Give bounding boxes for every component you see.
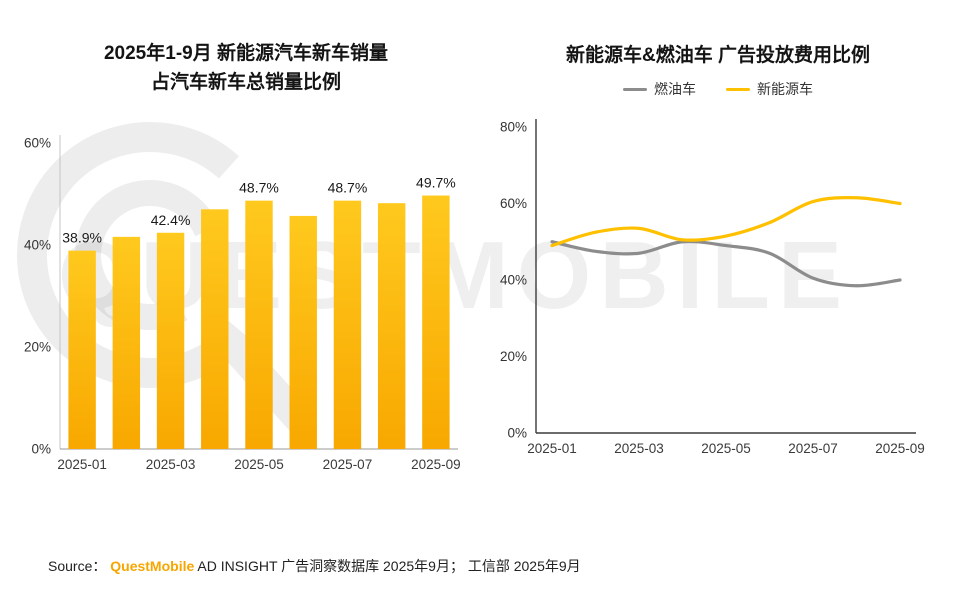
source-prefix: Source： — [48, 558, 111, 574]
nev-legend-label: 新能源车 — [757, 81, 813, 97]
svg-text:2025-09: 2025-09 — [411, 457, 461, 472]
legend-item-fuel-car: 燃油车 — [623, 79, 696, 99]
svg-text:49.7%: 49.7% — [416, 175, 456, 191]
charts-row: 2025年1-9月 新能源汽车新车销量 占汽车新车总销量比例 0% 20% 40% 6… — [10, 40, 954, 483]
svg-text:0%: 0% — [31, 442, 51, 457]
left-chart-title-line2: 占汽车新车总销量比例 — [150, 71, 341, 93]
svg-text:38.9%: 38.9% — [62, 230, 102, 246]
svg-text:2025-01: 2025-01 — [57, 457, 107, 472]
chart-legend: 燃油车 新能源车 — [482, 79, 954, 99]
svg-text:2025-09: 2025-09 — [875, 441, 925, 456]
svg-text:2025-01: 2025-01 — [527, 441, 577, 456]
nev-sales-share-bar-chart: 0% 20% 40% 60% 38.9% 42.4% 48.7% 48.7% 49.7% 2025… — [24, 135, 461, 472]
source-note: Source： QuestMobile AD INSIGHT 广告洞察数据库 2… — [48, 556, 581, 576]
svg-text:42.4%: 42.4% — [151, 212, 191, 228]
left-chart-title: 2025年1-9月 新能源汽车新车销量 占汽车新车总销量比例 — [10, 40, 482, 97]
svg-text:20%: 20% — [24, 340, 51, 355]
svg-text:0%: 0% — [507, 426, 527, 441]
nev-line-swatch — [726, 87, 750, 91]
svg-text:48.7%: 48.7% — [328, 180, 368, 196]
svg-text:20%: 20% — [500, 349, 527, 364]
svg-text:80%: 80% — [500, 120, 527, 135]
svg-text:2025-03: 2025-03 — [146, 457, 196, 472]
svg-text:40%: 40% — [24, 238, 51, 253]
ad-spend-ratio-panel: 新能源车&燃油车 广告投放费用比例 燃油车 新能源车 0% 20% 40% 60% 80… — [482, 40, 954, 483]
svg-text:2025-05: 2025-05 — [234, 457, 284, 472]
nev-sales-share-panel: 2025年1-9月 新能源汽车新车销量 占汽车新车总销量比例 0% 20% 40% 6… — [10, 40, 482, 483]
fuel-car-line-swatch — [623, 87, 647, 91]
source-brand: QuestMobile — [110, 558, 195, 574]
left-chart-title-line1: 2025年1-9月 新能源汽车新车销量 — [103, 43, 388, 64]
source-rest: AD INSIGHT 广告洞察数据库 2025年9月； 工信部 2025年9月 — [194, 558, 581, 574]
fuel-car-legend-label: 燃油车 — [654, 81, 696, 97]
svg-text:2025-05: 2025-05 — [701, 441, 751, 456]
right-chart-title: 新能源车&燃油车 广告投放费用比例 — [565, 45, 870, 66]
svg-text:2025-03: 2025-03 — [614, 441, 664, 456]
svg-text:2025-07: 2025-07 — [788, 441, 838, 456]
svg-text:48.7%: 48.7% — [239, 180, 279, 196]
legend-item-nev: 新能源车 — [726, 79, 813, 99]
svg-text:2025-07: 2025-07 — [323, 457, 373, 472]
ad-spend-ratio-line-chart: 0% 20% 40% 60% 80% 2025-01 2025-03 2025-05 2025-… — [500, 119, 925, 456]
svg-text:60%: 60% — [500, 196, 527, 211]
svg-text:60%: 60% — [24, 136, 51, 151]
svg-text:40%: 40% — [500, 273, 527, 288]
